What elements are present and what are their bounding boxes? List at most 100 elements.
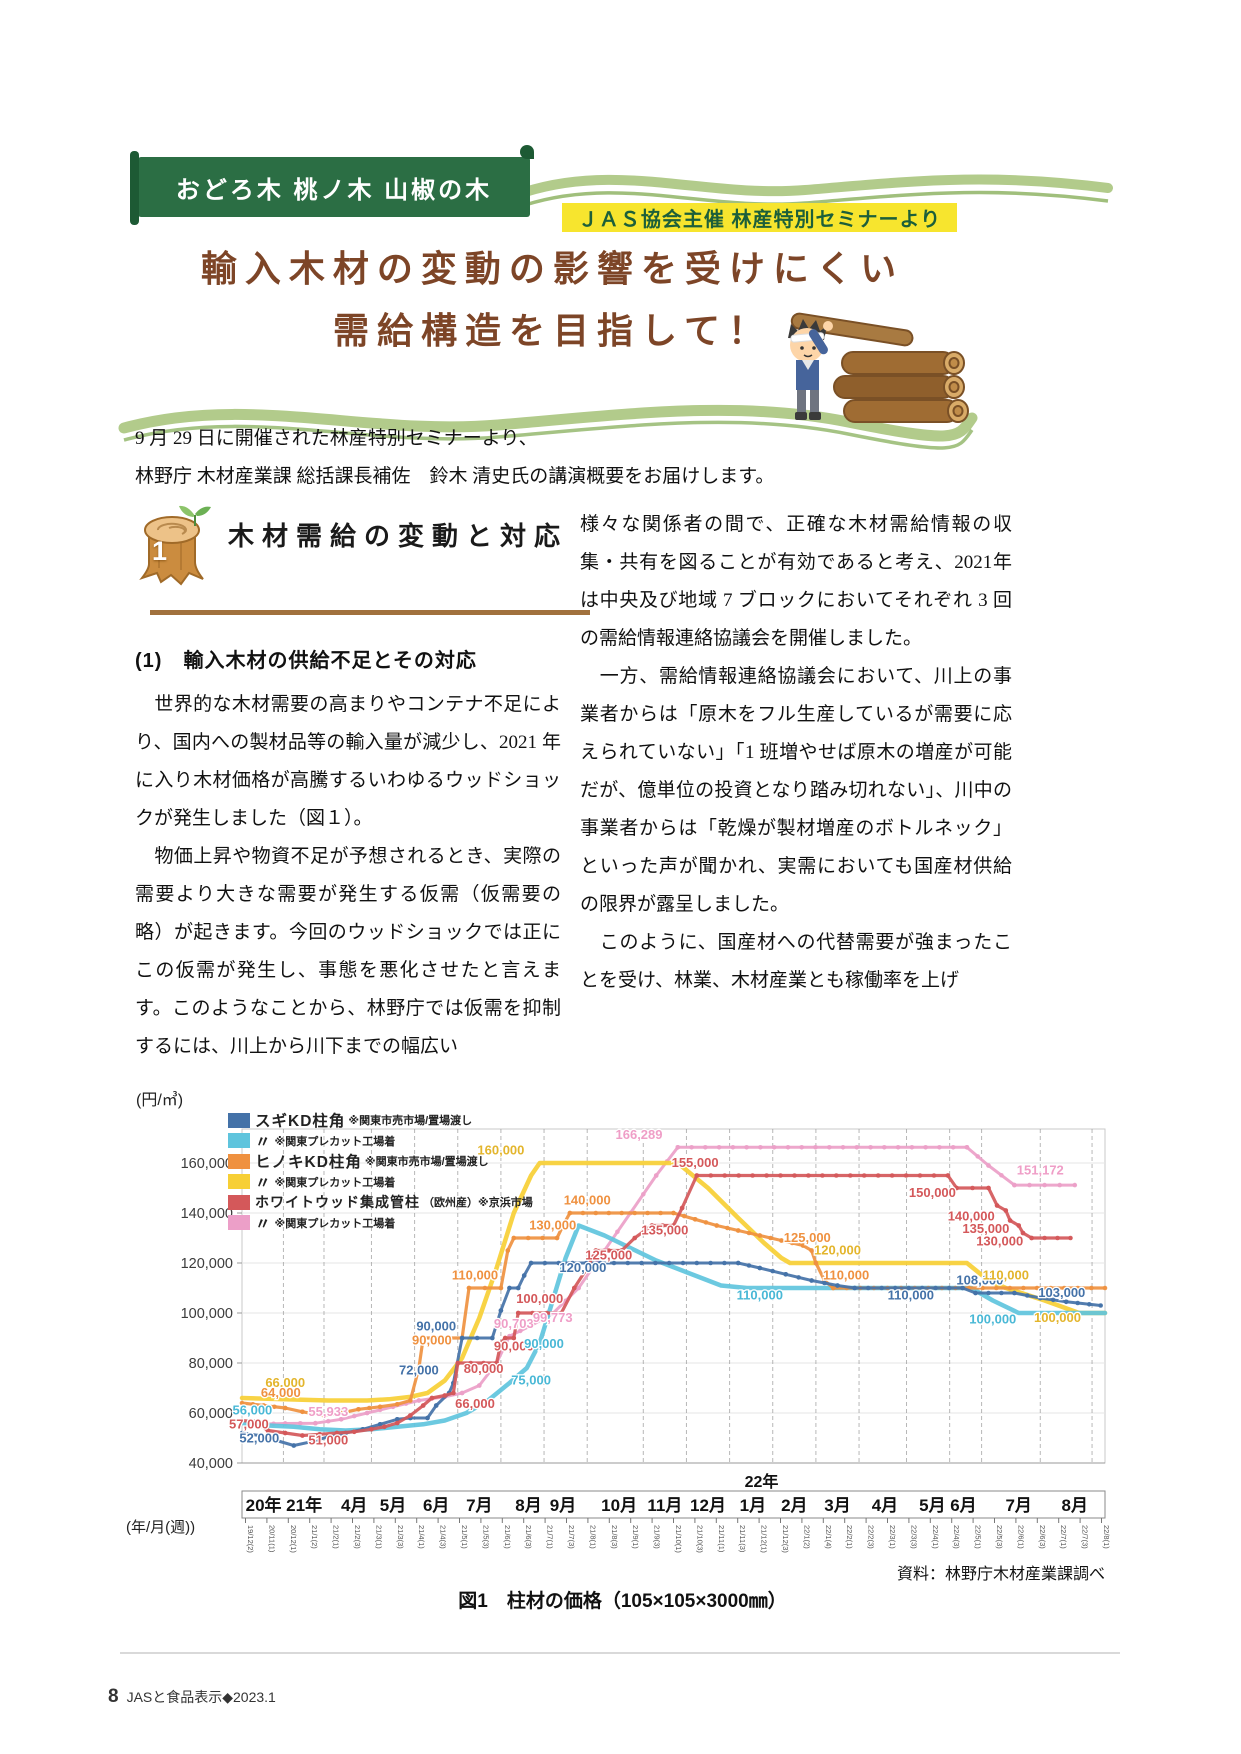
legend-item: 〃 ※関東プレカット工場着 [228, 1172, 568, 1193]
svg-text:21/5(3): 21/5(3) [481, 1525, 490, 1549]
svg-text:130,000: 130,000 [976, 1234, 1023, 1249]
svg-text:166,289: 166,289 [616, 1127, 663, 1142]
lumberjack-illustration [788, 312, 969, 423]
svg-text:22/4(1): 22/4(1) [931, 1525, 940, 1549]
svg-text:120,000: 120,000 [181, 1256, 233, 1272]
legend-item: 〃 ※関東プレカット工場着 [228, 1213, 568, 1234]
svg-text:4月: 4月 [872, 1496, 898, 1515]
svg-text:22/3(1): 22/3(1) [888, 1525, 897, 1549]
svg-text:22/1(4): 22/1(4) [824, 1525, 833, 1549]
svg-text:135,000: 135,000 [962, 1221, 1009, 1236]
svg-text:21/10(3): 21/10(3) [695, 1525, 704, 1553]
legend-label: 〃 [255, 1133, 272, 1151]
svg-text:55,933: 55,933 [308, 1404, 348, 1419]
chart-legend: スギKD柱角 ※関東市売市場/置場渡し 〃 ※関東プレカット工場着 ヒノキKD柱角 ※… [228, 1110, 568, 1233]
svg-text:21/9(3): 21/9(3) [653, 1525, 662, 1549]
svg-text:151,172: 151,172 [1017, 1162, 1064, 1177]
svg-text:1月: 1月 [740, 1496, 766, 1515]
svg-text:110,000: 110,000 [888, 1287, 934, 1302]
svg-text:22/7(1): 22/7(1) [1059, 1525, 1068, 1549]
svg-text:120,000: 120,000 [559, 1260, 606, 1275]
section-number: 1 [152, 536, 168, 566]
svg-text:100,000: 100,000 [181, 1306, 233, 1322]
svg-text:56,000: 56,000 [233, 1402, 273, 1417]
svg-text:2月: 2月 [781, 1496, 807, 1515]
svg-text:21/5(1): 21/5(1) [460, 1525, 469, 1549]
svg-text:7月: 7月 [1005, 1496, 1031, 1515]
svg-text:90,000: 90,000 [524, 1336, 564, 1351]
svg-text:22/6(3): 22/6(3) [1038, 1525, 1047, 1549]
svg-text:6月: 6月 [950, 1496, 976, 1515]
svg-text:21/7(3): 21/7(3) [567, 1525, 576, 1549]
svg-text:8月: 8月 [515, 1496, 541, 1515]
svg-text:11月: 11月 [647, 1496, 682, 1515]
svg-text:21/8(3): 21/8(3) [610, 1525, 619, 1549]
subsection-heading: (1) 輸入木材の供給不足とその対応 [135, 650, 477, 672]
paragraph: 世界的な木材需要の高まりやコンテナ不足により、国内への製材品等の輸入量が減少し、… [135, 694, 561, 829]
svg-text:90,000: 90,000 [412, 1332, 452, 1347]
svg-text:21/12(1): 21/12(1) [760, 1525, 769, 1553]
legend-note: （欧州産）※京浜市場 [423, 1197, 533, 1210]
svg-text:100,000: 100,000 [1034, 1310, 1081, 1325]
paragraph: このように、国産材への代替需要が強まったことを受け、林業、木材産業とも稼働率を上… [580, 932, 1012, 991]
svg-text:21年: 21年 [286, 1495, 322, 1515]
svg-text:75,000: 75,000 [511, 1372, 551, 1387]
chart-source: 資料：林野庁木材産業課調べ [896, 1566, 1105, 1583]
svg-text:99,773: 99,773 [533, 1310, 573, 1325]
svg-text:155,000: 155,000 [672, 1155, 719, 1170]
svg-text:160,000: 160,000 [477, 1142, 524, 1157]
y-axis-unit-label: (円/㎥) [136, 1092, 184, 1109]
svg-text:9月: 9月 [550, 1496, 576, 1515]
price-line-chart: 40,00060,00080,000100,000120,000140,0001… [181, 1126, 1110, 1554]
legend-label: ホワイトウッド集成管柱 [255, 1194, 420, 1211]
svg-text:110,000: 110,000 [737, 1287, 783, 1302]
paragraph: 一方、需給情報連絡協議会において、川上の事業者からは「原木をフル生産しているが需… [580, 666, 1012, 915]
svg-text:21/6(3): 21/6(3) [524, 1525, 533, 1549]
svg-text:140,000: 140,000 [181, 1206, 233, 1222]
svg-text:103,000: 103,000 [1038, 1285, 1085, 1300]
svg-text:130,000: 130,000 [529, 1217, 576, 1232]
svg-text:21/2(3): 21/2(3) [353, 1525, 362, 1549]
legend-note: ※関東プレカット工場着 [274, 1135, 396, 1148]
svg-text:22/1(2): 22/1(2) [802, 1525, 811, 1549]
legend-swatch [228, 1194, 250, 1210]
svg-text:5月: 5月 [380, 1496, 406, 1515]
svg-text:6月: 6月 [423, 1496, 449, 1515]
footer-text: JASと食品表示◆2023.1 [126, 1689, 276, 1705]
svg-text:7月: 7月 [466, 1496, 492, 1515]
legend-note: ※関東プレカット工場着 [274, 1176, 396, 1189]
article-title-line2: 需給構造を目指して！ [333, 310, 772, 351]
legend-label: 〃 [255, 1174, 272, 1192]
stump-icon [139, 505, 211, 586]
svg-text:4月: 4月 [341, 1496, 367, 1515]
legend-label: スギKD柱角 [255, 1113, 346, 1131]
svg-text:66,000: 66,000 [455, 1396, 495, 1411]
svg-text:80,000: 80,000 [464, 1361, 504, 1376]
svg-text:21/6(1): 21/6(1) [503, 1525, 512, 1549]
wave-divider-title [118, 404, 978, 450]
svg-text:110,000: 110,000 [983, 1267, 1029, 1282]
svg-text:22/7(3): 22/7(3) [1081, 1525, 1090, 1549]
footer: 8 JASと食品表示◆2023.1 [108, 1686, 276, 1708]
intro-line-2: 林野庁 木材産業課 総括課長補佐 鈴木 清史氏の講演概要をお届けします。 [135, 466, 775, 487]
svg-text:160,000: 160,000 [181, 1156, 233, 1172]
banner-title: おどろ木 桃ノ木 山椒の木 [175, 176, 493, 204]
svg-text:5月: 5月 [919, 1496, 945, 1515]
svg-text:21/12(3): 21/12(3) [781, 1525, 790, 1553]
svg-text:140,000: 140,000 [564, 1192, 611, 1207]
section-title: 木材需給の変動と対応 [228, 521, 569, 551]
svg-text:22/8(1): 22/8(1) [1102, 1525, 1110, 1549]
legend-swatch [228, 1215, 250, 1231]
svg-text:22/5(3): 22/5(3) [995, 1525, 1004, 1549]
svg-text:21/11(3): 21/11(3) [738, 1525, 747, 1553]
legend-label: 〃 [255, 1215, 272, 1233]
x-axis-unit-label: (年/月(週)) [126, 1519, 196, 1536]
svg-text:57,000: 57,000 [229, 1417, 269, 1432]
svg-text:125,000: 125,000 [585, 1247, 632, 1262]
svg-text:51,000: 51,000 [308, 1432, 348, 1447]
svg-text:8月: 8月 [1062, 1496, 1088, 1515]
svg-text:22/4(3): 22/4(3) [952, 1525, 961, 1549]
svg-text:150,000: 150,000 [909, 1185, 956, 1200]
svg-text:100,000: 100,000 [516, 1291, 563, 1306]
svg-text:100,000: 100,000 [969, 1312, 1016, 1327]
